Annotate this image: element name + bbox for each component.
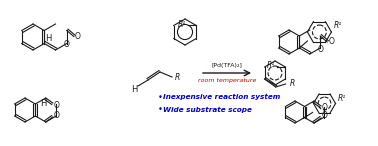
- Text: •: •: [158, 106, 163, 114]
- Text: O: O: [322, 104, 328, 113]
- Text: H: H: [131, 85, 137, 93]
- Text: O: O: [317, 45, 323, 53]
- Text: O: O: [64, 40, 70, 49]
- Text: R¹: R¹: [333, 21, 342, 31]
- Text: O: O: [54, 100, 60, 110]
- Text: room temperature: room temperature: [198, 78, 256, 83]
- Text: R¹: R¹: [178, 20, 186, 29]
- Text: R: R: [174, 73, 180, 82]
- Text: H: H: [45, 34, 51, 43]
- Text: O: O: [328, 38, 334, 46]
- Text: R: R: [290, 79, 295, 87]
- Text: Wide substrate scope: Wide substrate scope: [163, 107, 252, 113]
- Text: R¹: R¹: [338, 94, 346, 103]
- Text: O: O: [75, 32, 81, 41]
- Text: O: O: [322, 112, 328, 120]
- Text: H: H: [40, 100, 47, 108]
- Text: R¹: R¹: [267, 61, 276, 71]
- Text: •: •: [158, 93, 163, 101]
- Text: O: O: [54, 111, 60, 119]
- Text: [Pd(TFA)₂]: [Pd(TFA)₂]: [212, 63, 242, 68]
- Text: Inexpensive reaction system: Inexpensive reaction system: [163, 94, 280, 100]
